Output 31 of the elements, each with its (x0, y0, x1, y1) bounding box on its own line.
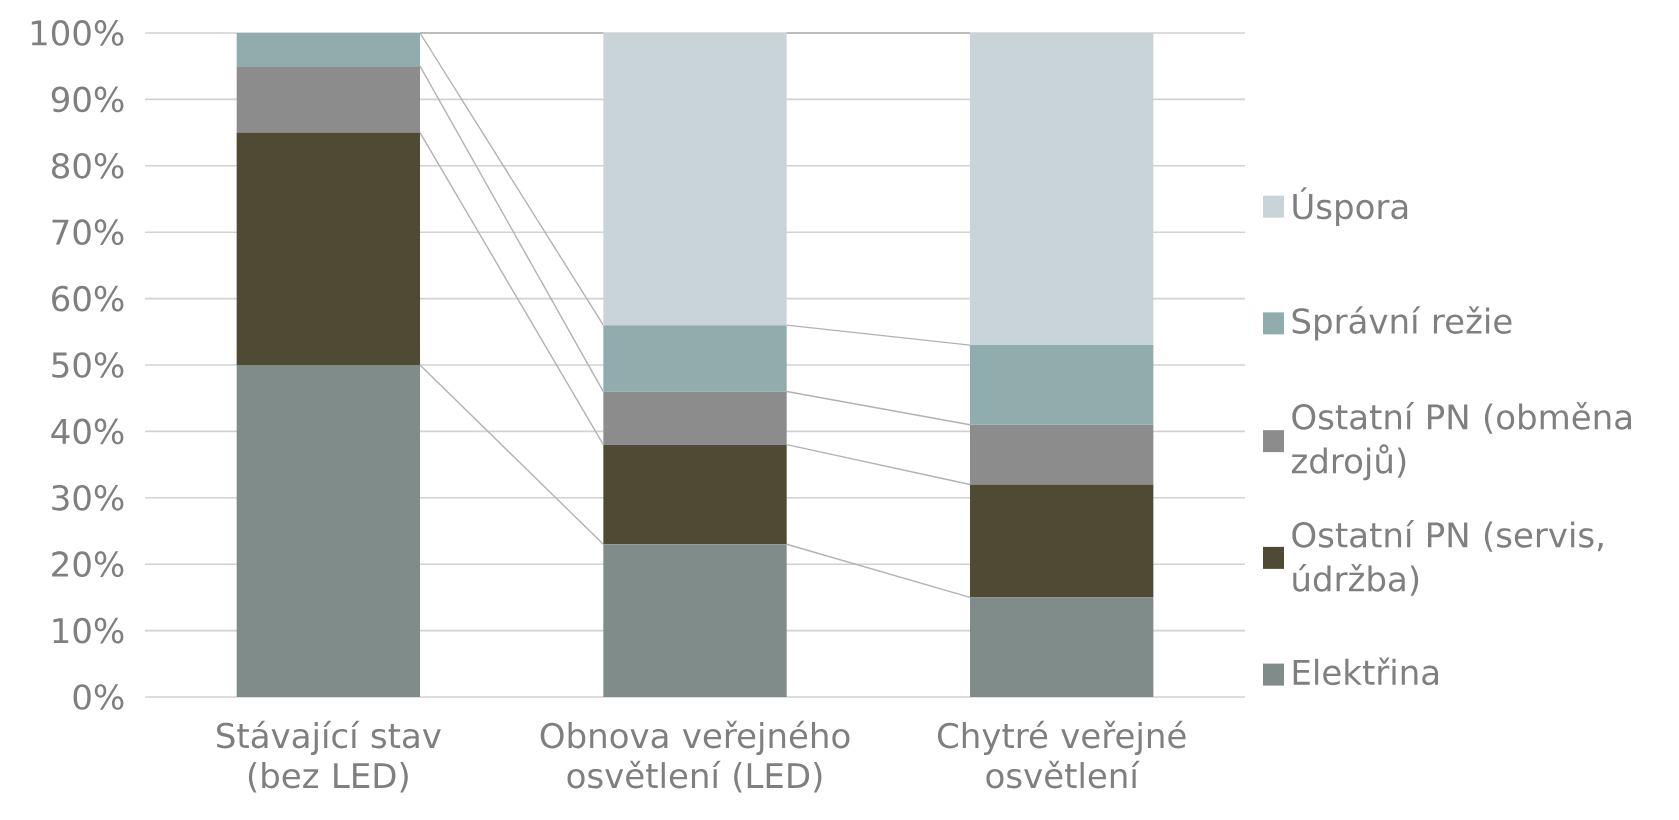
bar (236, 33, 421, 67)
legend-label: Správní režie (1292, 306, 1512, 341)
y-tick-label: 20% (52, 551, 124, 578)
bar (970, 345, 1154, 425)
x-tick-label: Chytré veřejné osvětlení (937, 720, 1186, 789)
y-tick-label: 30% (52, 484, 124, 511)
bar (603, 544, 787, 697)
y-tick-label: 10% (53, 617, 124, 644)
y-tick-label: 100% (31, 20, 124, 46)
bar (236, 66, 421, 133)
y-tick-label: 40% (51, 418, 124, 445)
bar (603, 391, 787, 445)
legend-label: Úspora (1293, 187, 1408, 226)
y-tick-label: 50% (52, 352, 124, 378)
bar (603, 444, 787, 545)
legend-label: Ostatní PN (servis, údržba) (1292, 520, 1603, 596)
y-tick-label: 60% (52, 285, 124, 312)
y-tick-label: 0% (73, 684, 124, 710)
legend-label: Elektřina (1293, 657, 1439, 686)
bar (236, 365, 421, 697)
bar (970, 597, 1154, 697)
bar (970, 424, 1154, 485)
y-tick-label: 70% (52, 219, 124, 246)
legend-label: Ostatní PN (obměna zdrojů) (1291, 402, 1631, 481)
bar (603, 325, 787, 392)
bar (970, 484, 1154, 598)
x-tick-label: Stávající stav (bez LED) (217, 720, 441, 793)
y-tick-label: 90% (51, 86, 124, 113)
x-tick-label: Obnova veřejného osvětlení (LED) (540, 720, 850, 793)
bar (236, 132, 421, 365)
y-tick-label: 80% (52, 152, 124, 179)
